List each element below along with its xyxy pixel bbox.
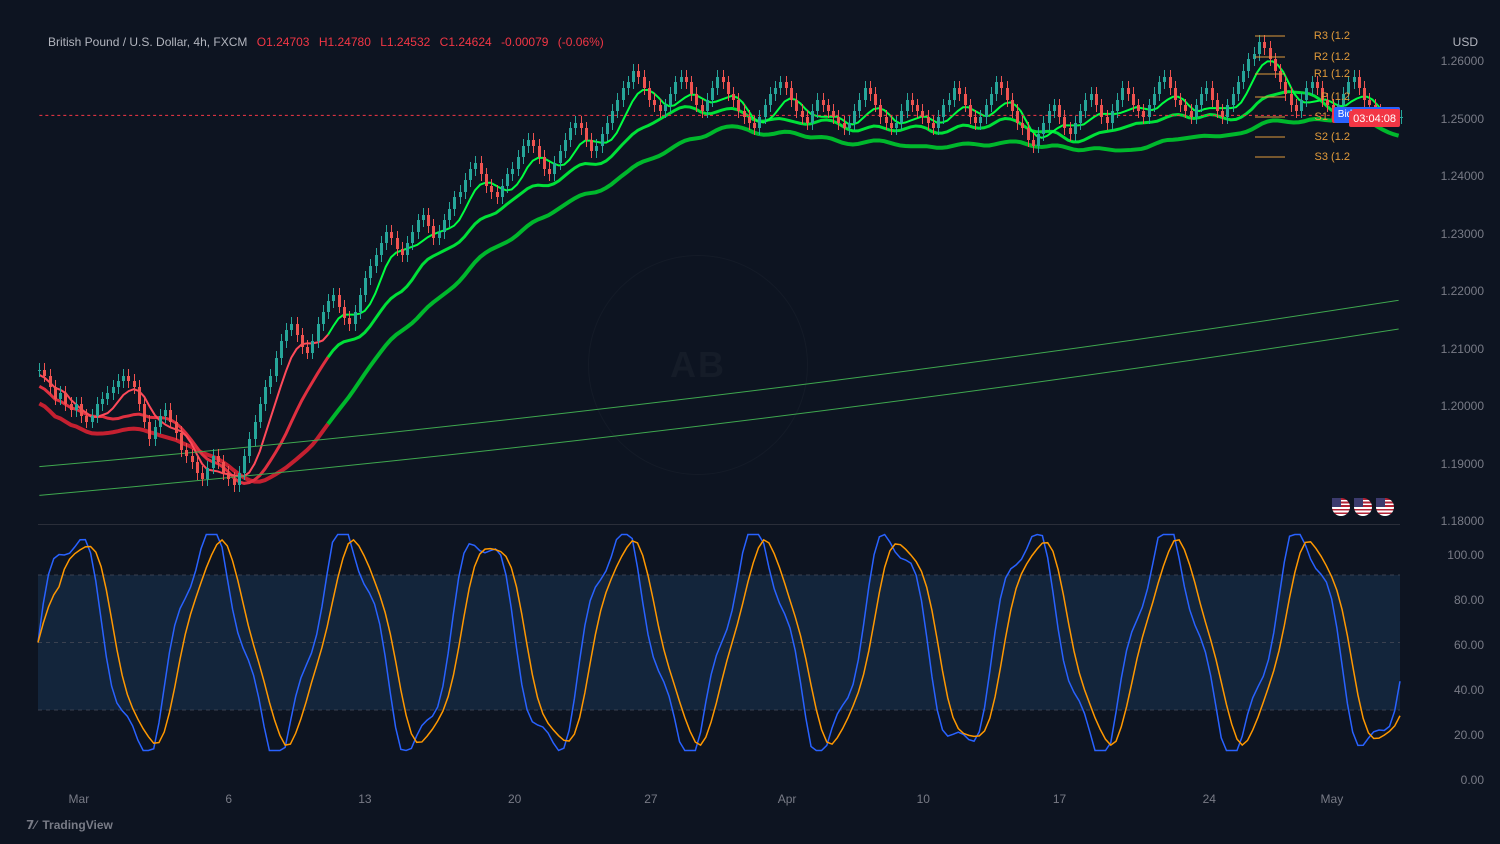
y-tick: 1.23000 [1441,227,1484,241]
chart-header: British Pound / U.S. Dollar, 4h, FXCM O1… [48,35,604,49]
ohlc-change-pct: (-0.06%) [558,35,604,49]
time-tick: Mar [69,792,90,806]
osc-y-tick: 40.00 [1454,683,1484,697]
y-tick: 1.22000 [1441,284,1484,298]
y-tick: 1.20000 [1441,399,1484,413]
time-tick: 17 [1053,792,1066,806]
brand-text: TradingView [42,818,112,832]
ohlc-change: -0.00079 [501,35,548,49]
y-tick: 1.26000 [1441,54,1484,68]
pivot-label: R3 (1.2 [1314,30,1350,42]
y-tick: 1.25000 [1441,112,1484,126]
ohlc-high: H1.24780 [319,35,371,49]
watermark-logo: AB [588,255,808,475]
flag-icon [1376,498,1394,516]
price-badge: 03:04:08 [1349,111,1400,127]
y-tick: 1.21000 [1441,342,1484,356]
time-tick: Apr [778,792,797,806]
pivot-label: S2 (1.2 [1315,131,1350,143]
flag-indicators [1332,498,1394,516]
chart-container[interactable]: AB R3 (1.2R2 (1.2R1 (1.2P (1.2S1 (1.2S2 … [38,25,1400,784]
symbol-title: British Pound / U.S. Dollar, 4h, FXCM [48,35,247,49]
y-axis: 1.18000 1.19000 1.20000 1.21000 1.22000 1.230… [1402,25,1492,784]
osc-y-tick: 80.00 [1454,593,1484,607]
y-tick: 1.18000 [1441,514,1484,528]
stochastic-svg [38,530,1400,755]
osc-y-tick: 20.00 [1454,728,1484,742]
osc-y-tick: 100.00 [1447,548,1484,562]
time-tick: 6 [225,792,232,806]
pivot-label: S3 (1.2 [1315,151,1350,163]
time-tick: 24 [1203,792,1216,806]
flag-icon [1354,498,1372,516]
pivot-label: P (1.2 [1321,91,1350,103]
osc-y-tick: 0.00 [1461,773,1484,787]
ohlc-close: C1.24624 [440,35,492,49]
time-tick: 10 [917,792,930,806]
ohlc-open: O1.24703 [257,35,310,49]
y-tick: 1.19000 [1441,457,1484,471]
ohlc-low: L1.24532 [380,35,430,49]
pivot-label: R2 (1.2 [1314,51,1350,63]
time-tick: May [1321,792,1344,806]
osc-y-tick: 60.00 [1454,638,1484,652]
tradingview-logo-icon: 𝟳⁄ [26,818,36,832]
time-tick: 27 [644,792,657,806]
footer-brand: 𝟳⁄ TradingView [26,818,113,832]
flag-icon [1332,498,1350,516]
time-tick: 20 [508,792,521,806]
price-pane[interactable]: AB R3 (1.2R2 (1.2R1 (1.2P (1.2S1 (1.2S2 … [38,25,1400,525]
y-tick: 1.24000 [1441,169,1484,183]
stochastic-pane[interactable] [38,530,1400,755]
time-axis: Mar 6 13 20 27 Apr 10 17 24 May [38,792,1400,814]
time-tick: 13 [358,792,371,806]
pivot-label: R1 (1.2 [1314,68,1350,80]
